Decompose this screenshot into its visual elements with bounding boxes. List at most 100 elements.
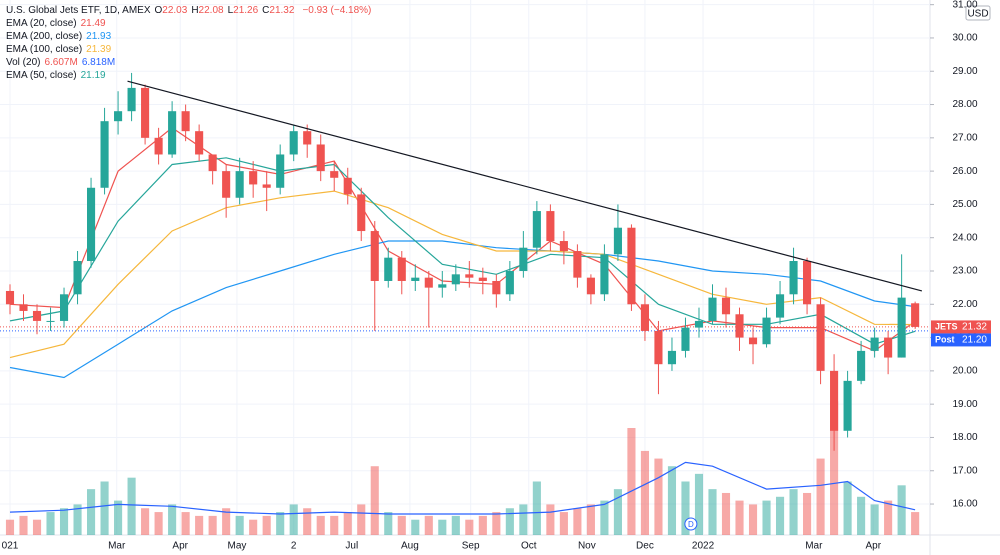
candle-body [411,277,420,281]
y-tick-label: 31.00 [952,0,977,10]
y-tick-label: 22.00 [952,299,977,310]
volume-bar [911,512,920,535]
candle-body [762,317,771,345]
candle-body [775,294,785,318]
ohlc-label: H [191,5,199,16]
indicator: EMA (100, close) 21.39 [6,43,375,56]
ohlc-value: 22.03 [162,5,188,16]
volume-bar [208,515,217,535]
candle-body [343,177,352,195]
currency: USD [967,9,988,20]
candle-body [843,380,852,431]
indicator-line [9,240,916,379]
volume-bar [519,504,528,535]
candle-body [5,290,15,305]
y-tick-label: 30.00 [952,33,977,44]
ohlc-label: C [262,5,270,16]
trendline [127,80,923,292]
candle-body [330,171,339,178]
candle-body [438,284,447,288]
candle-body [303,131,312,145]
x-tick-label: 2 [291,541,297,552]
volume-bar [654,458,663,535]
volume-bar [897,485,906,535]
volume-bar [316,515,325,535]
volume-bar [141,508,150,535]
indicator-name: EMA (50, close) [6,70,77,81]
y-tick-label: 29.00 [952,66,977,77]
ohlc-value: 22.08 [198,5,224,16]
volume-bar [735,500,744,535]
volume-bar [775,496,785,535]
volume-bar [627,428,636,535]
candle-body [87,187,96,262]
candle-body [559,241,568,252]
indicator-value: 21.93 [86,31,112,42]
candle-body [519,247,528,271]
volume-bar [59,508,69,535]
legend: U.S. Global Jets ETF, 1D, AMEX O22.03 H22.… [6,4,375,82]
candle-body [884,337,893,358]
volume-bar [492,512,501,535]
volume-bar [19,515,28,535]
candle-body [181,111,190,132]
candle-body [289,131,298,155]
currency-box[interactable] [965,5,991,21]
candle-body [627,227,636,305]
volume-bar [694,473,704,535]
x-tick-label: Sep [462,541,480,552]
candle-body [262,184,271,188]
volume-bar [370,466,379,535]
candle-body [681,327,690,351]
indicator-value: 6.818M [81,57,116,68]
x-tick-label: Oct [521,541,537,552]
volume-bar [343,512,352,535]
volume-bar [100,481,109,535]
volume-bar [640,450,650,535]
candle-body [235,171,244,198]
indicator-line [9,461,916,515]
candle-body [46,320,55,322]
volume-bar [235,515,244,535]
indicator-line [9,190,916,359]
indicator-value: 21.49 [80,18,106,29]
y-tick-label: 19.00 [952,399,977,410]
candle-body [789,261,798,295]
indicator: EMA (200, close) 21.93 [6,30,375,43]
volume-bar [789,489,798,535]
candle-body [127,87,136,112]
volume-bar [681,481,690,535]
volume-bar [411,519,420,535]
ohlc-value: 21.26 [233,5,259,16]
candle-body [208,154,217,172]
candle-body [168,111,177,155]
volume-bar [748,504,758,535]
candle-body [154,137,163,155]
candle-body [654,330,663,365]
volume-bar [465,519,474,535]
indicator-value: 21.39 [86,44,112,55]
volume-bar [330,515,339,535]
volume-bar [762,500,771,535]
volume-bar [289,504,298,535]
candle-body [667,350,677,365]
candle-body [100,121,109,188]
volume-bar [424,515,433,535]
x-tick-label: Jul [345,541,358,552]
candle-body [384,257,393,281]
ohlc-label: L [227,5,234,16]
candle-body [573,251,582,278]
volume-bar [708,489,717,535]
candle-body [911,303,920,327]
candle-body [397,257,406,281]
y-tick-label: 26.00 [952,166,977,177]
volume-bar [154,512,163,535]
x-tick-label: May [228,541,247,552]
volume-bar [181,512,190,535]
volume-bar [505,508,514,535]
candle-body [532,211,541,248]
candle-body [546,211,555,242]
candle-body [748,337,758,345]
